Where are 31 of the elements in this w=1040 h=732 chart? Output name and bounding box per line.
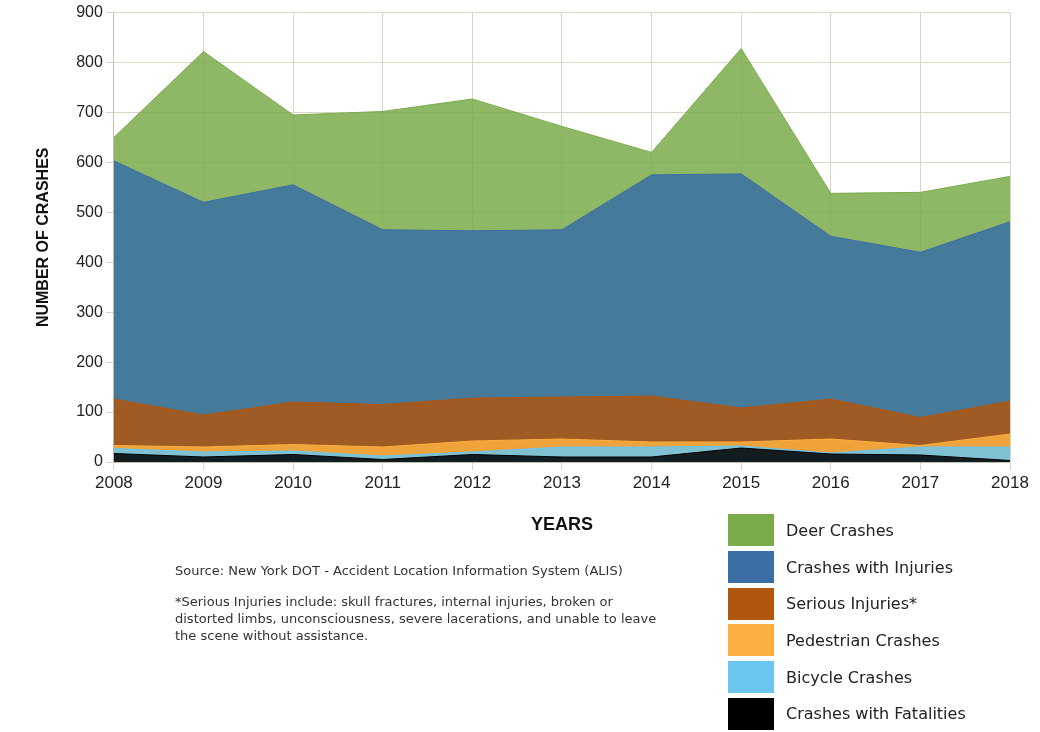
legend-label: Crashes with Fatalities [786, 704, 966, 724]
legend-label: Serious Injuries* [786, 594, 918, 614]
y-tick-label: 800 [76, 52, 103, 70]
legend-label: Crashes with Injuries [786, 557, 953, 577]
y-tick-label: 400 [76, 252, 103, 270]
legend-label: Deer Crashes [786, 520, 894, 540]
text: *Serious Injuries include: skull fractures, internal injuries, broken or distorted limbs, unconsciousness, severe lacerations, and unable to leave the scene without assistance. [175, 593, 658, 644]
x-tick-label: 2009 [184, 472, 223, 492]
x-tick-label: 2016 [811, 472, 850, 492]
y-tick-label: 700 [76, 102, 103, 120]
y-tick-label: 600 [76, 152, 103, 170]
source-note: Source: New York DOT - Accident Location Information System (ALIS) [175, 562, 624, 579]
x-axis-title: YEARS [530, 514, 593, 535]
x-tick-label: 2012 [453, 472, 492, 492]
y-tick-label: 900 [76, 3, 103, 21]
x-tick-label: 2018 [991, 472, 1029, 492]
x-tick-label: 2015 [722, 472, 761, 492]
x-tick-label: 2013 [543, 472, 581, 492]
x-tick-label: 2014 [632, 472, 671, 492]
legend-label: Bicycle Crashes [786, 667, 913, 687]
y-axis-title: NUMBER OF CRASHES [34, 147, 52, 328]
y-tick-label: 500 [76, 202, 103, 220]
y-tick-label: 100 [76, 402, 103, 420]
legend-label: Pedestrian Crashes [786, 630, 940, 650]
y-tick-label: 300 [76, 302, 103, 320]
x-tick-label: 2011 [364, 472, 402, 492]
x-tick-label: 2017 [901, 472, 940, 492]
x-tick-label: 2008 [94, 472, 133, 492]
y-tick-label: 0 [93, 452, 103, 470]
y-tick-label: 200 [76, 352, 103, 370]
x-tick-label: 2010 [274, 472, 313, 492]
